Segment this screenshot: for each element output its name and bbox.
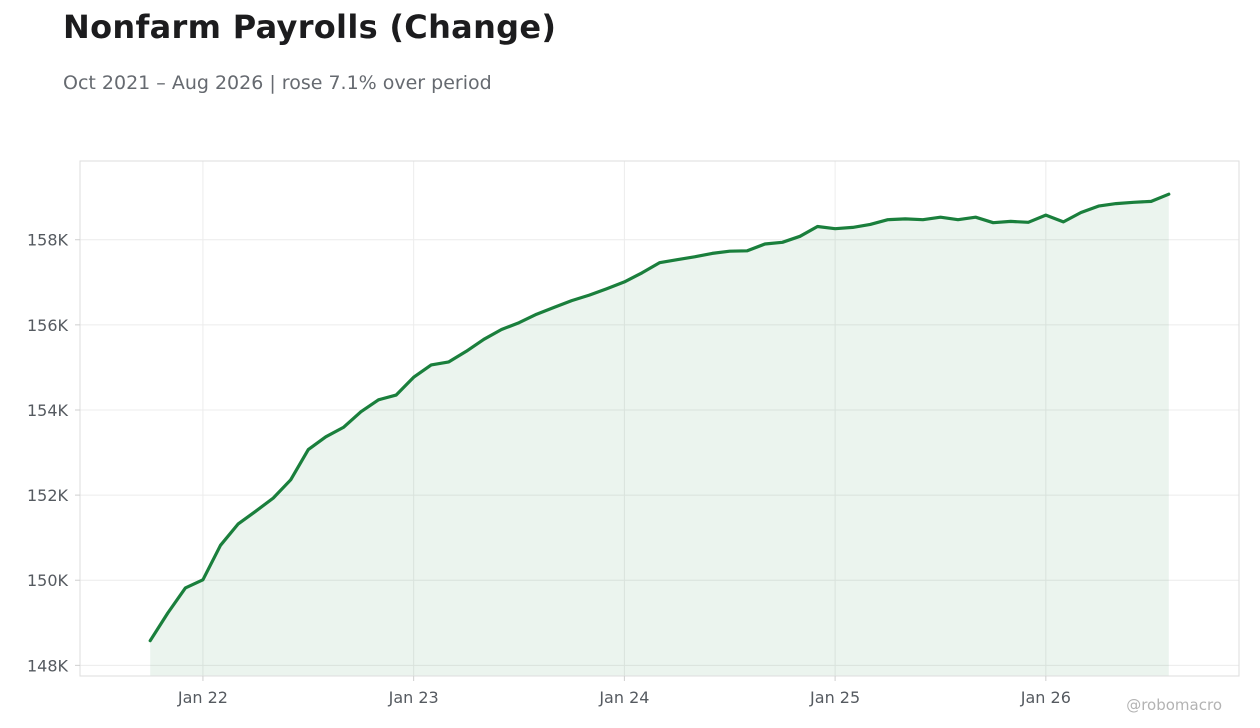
- data-point: [781, 241, 784, 244]
- data-point: [324, 435, 327, 438]
- y-tick-label: 152K: [27, 486, 69, 505]
- data-point: [588, 293, 591, 297]
- chart-subtitle: Oct 2021 – Aug 2026 | rose 7.1% over per…: [63, 72, 492, 94]
- data-point: [394, 393, 398, 397]
- data-point: [640, 271, 644, 275]
- data-point: [1009, 220, 1012, 223]
- data-point: [289, 478, 292, 481]
- data-point: [500, 328, 503, 331]
- data-point: [1150, 200, 1153, 203]
- data-point: [763, 242, 767, 246]
- x-tick-label: Jan 25: [809, 688, 860, 707]
- data-point: [1062, 220, 1065, 224]
- data-point: [658, 261, 661, 264]
- data-point: [570, 299, 573, 302]
- data-point: [342, 426, 345, 429]
- data-point: [447, 360, 450, 364]
- data-point: [219, 544, 222, 547]
- data-point: [1114, 202, 1118, 205]
- data-point: [1167, 193, 1171, 196]
- data-point: [517, 321, 521, 324]
- data-point: [412, 376, 415, 379]
- x-tick-label: Jan 26: [1020, 688, 1071, 707]
- data-point: [184, 586, 187, 590]
- grid-lines: [80, 161, 1239, 676]
- data-point: [992, 221, 995, 224]
- data-point: [359, 410, 363, 413]
- data-point: [377, 398, 380, 401]
- data-point: [166, 611, 169, 615]
- y-tick-label: 150K: [27, 571, 69, 590]
- data-point: [482, 338, 486, 341]
- data-point: [430, 363, 433, 367]
- data-area: [148, 192, 1171, 676]
- y-axis: 148K 150K 152K 154K 156K 158K: [27, 231, 80, 675]
- data-point: [307, 448, 310, 451]
- data-point: [236, 522, 240, 526]
- y-tick-label: 154K: [27, 401, 69, 420]
- data-point: [623, 280, 626, 284]
- data-point: [711, 252, 714, 255]
- data-point: [833, 227, 837, 230]
- data-point: [149, 639, 152, 642]
- data-point: [272, 496, 275, 500]
- x-tick-label: Jan 23: [388, 688, 439, 707]
- watermark: @robomacro: [1126, 696, 1222, 714]
- y-tick-label: 156K: [27, 316, 69, 335]
- data-point: [254, 510, 257, 513]
- data-point: [1097, 204, 1100, 208]
- data-point: [746, 249, 749, 252]
- data-point: [921, 218, 925, 221]
- data-point: [869, 223, 872, 226]
- x-tick-label: Jan 22: [177, 688, 228, 707]
- data-point: [974, 216, 977, 219]
- data-point: [956, 218, 960, 221]
- data-point: [798, 235, 802, 238]
- x-axis: Jan 22 Jan 23 Jan 24 Jan 25 Jan 26: [177, 676, 1071, 707]
- chart-title: Nonfarm Payrolls (Change): [63, 8, 557, 46]
- y-tick-label: 148K: [27, 656, 69, 675]
- data-point: [535, 313, 538, 316]
- data-point: [693, 255, 696, 258]
- data-point: [851, 226, 854, 229]
- data-point: [605, 287, 608, 290]
- plot-frame: [79, 160, 1240, 677]
- y-tick-label: 158K: [27, 231, 69, 250]
- data-point: [1132, 201, 1135, 204]
- data-point: [1027, 221, 1030, 224]
- data-point: [939, 216, 942, 219]
- x-tick-label: Jan 24: [598, 688, 649, 707]
- data-point: [728, 250, 731, 253]
- data-point: [552, 306, 556, 309]
- data-point: [675, 258, 679, 261]
- data-point: [1044, 213, 1048, 217]
- data-point: [1079, 211, 1083, 214]
- series-area-fill: [150, 194, 1169, 676]
- data-point: [904, 217, 907, 221]
- data-point: [816, 225, 819, 228]
- data-point: [465, 350, 468, 353]
- data-point: [886, 218, 889, 221]
- data-point: [201, 578, 205, 581]
